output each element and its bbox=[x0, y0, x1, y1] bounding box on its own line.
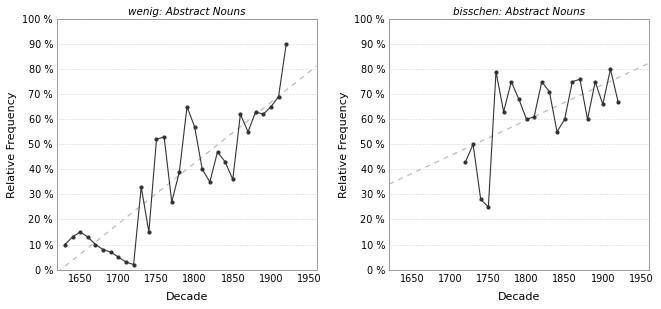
X-axis label: Decade: Decade bbox=[166, 292, 208, 302]
Title: bisschen: Abstract Nouns: bisschen: Abstract Nouns bbox=[453, 7, 585, 17]
X-axis label: Decade: Decade bbox=[498, 292, 540, 302]
Y-axis label: Relative Frequency: Relative Frequency bbox=[7, 91, 17, 197]
Title: wenig: Abstract Nouns: wenig: Abstract Nouns bbox=[128, 7, 246, 17]
Y-axis label: Relative Frequency: Relative Frequency bbox=[339, 91, 349, 197]
